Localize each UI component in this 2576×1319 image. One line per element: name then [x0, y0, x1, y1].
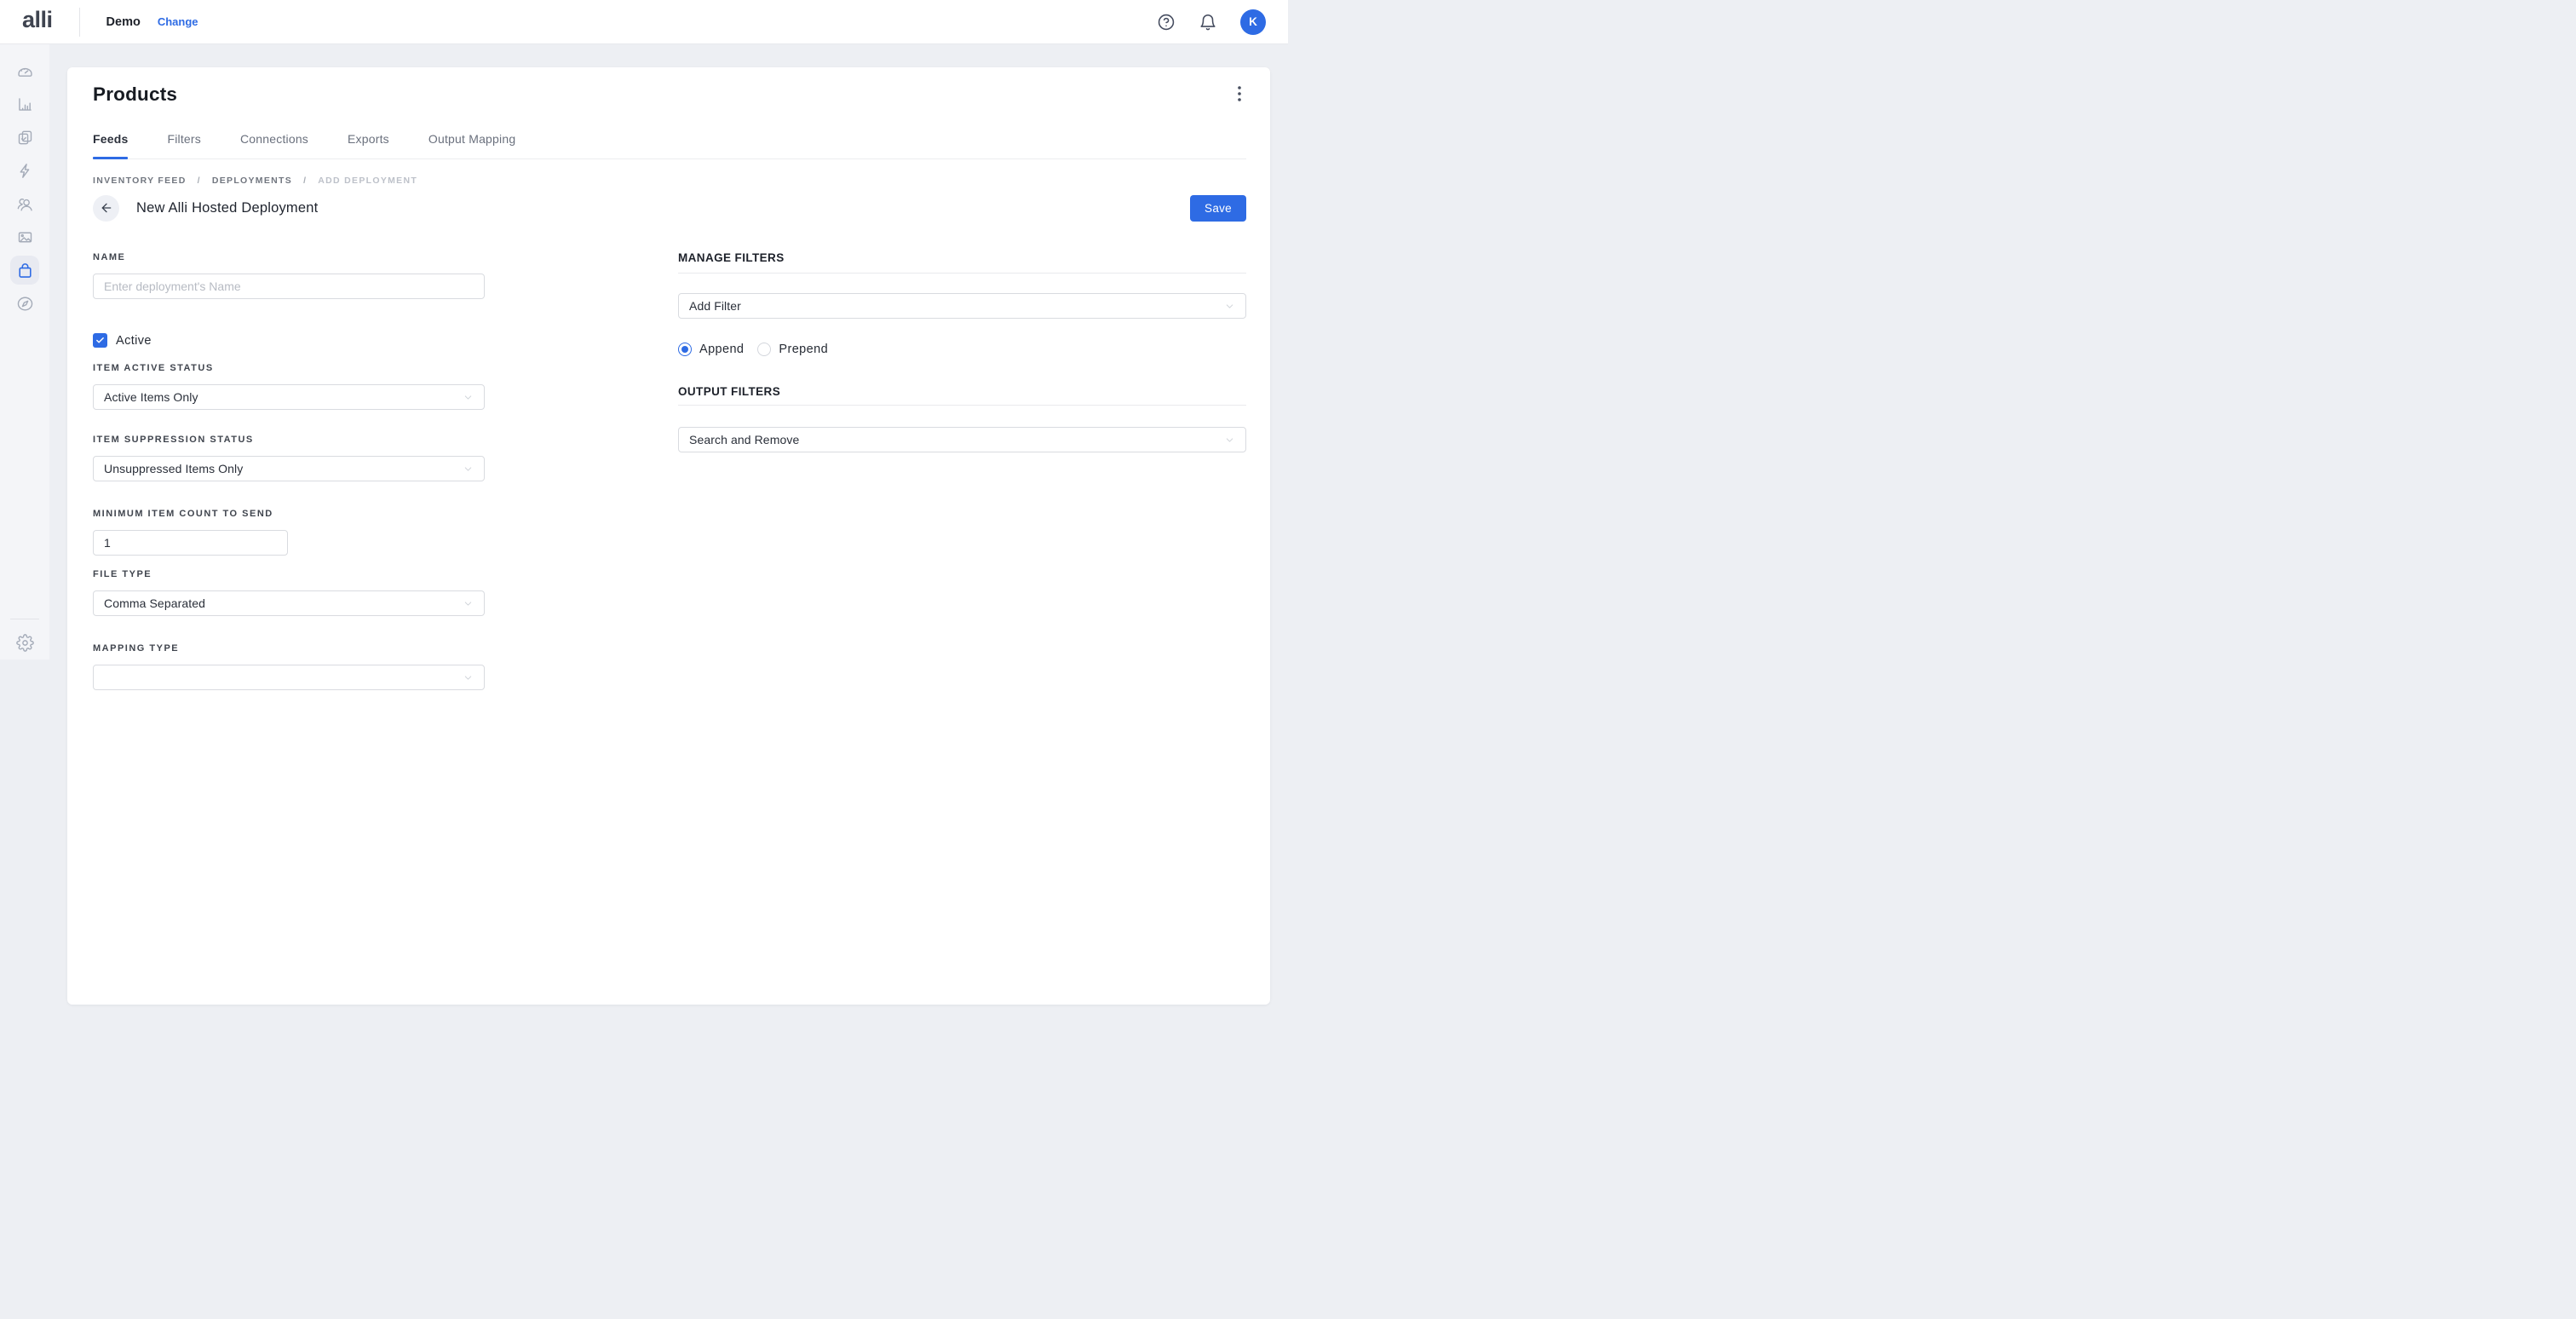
append-radio[interactable]	[678, 343, 692, 356]
sidebar-item-activation[interactable]	[10, 156, 39, 185]
user-avatar[interactable]: K	[1240, 9, 1266, 35]
active-checkbox-label: Active	[116, 333, 152, 348]
main-content: Products Feeds Filters Connections Expor…	[49, 44, 1288, 1005]
prepend-radio-group[interactable]: Prepend	[757, 343, 828, 356]
manage-filters-heading: MANAGE FILTERS	[678, 251, 785, 264]
deployment-name-input[interactable]	[93, 274, 485, 299]
tab-feeds[interactable]: Feeds	[93, 132, 129, 159]
chevron-down-icon	[1224, 301, 1235, 312]
chevron-down-icon	[1224, 435, 1235, 446]
mapping-type-select[interactable]	[93, 665, 485, 690]
minimum-item-count-label: MINIMUM ITEM COUNT TO SEND	[93, 509, 273, 519]
page-title: Products	[93, 84, 178, 105]
item-suppression-status-value: Unsuppressed Items Only	[104, 462, 244, 475]
active-checkbox[interactable]	[93, 333, 107, 348]
prepend-radio-label: Prepend	[779, 343, 829, 356]
sidebar-item-audiences[interactable]	[10, 189, 39, 218]
breadcrumb-separator: /	[197, 176, 201, 186]
sidebar-item-tasks[interactable]	[10, 123, 39, 152]
change-client-link[interactable]: Change	[157, 14, 198, 28]
prepend-radio[interactable]	[757, 343, 772, 356]
breadcrumb-inventory-feed[interactable]: INVENTORY FEED	[93, 176, 187, 186]
sidebar-item-explore[interactable]	[10, 289, 39, 318]
file-type-select[interactable]: Comma Separated	[93, 590, 485, 616]
add-filter-value: Add Filter	[689, 299, 741, 313]
breadcrumb-deployments[interactable]: DEPLOYMENTS	[211, 176, 293, 186]
item-suppression-status-select[interactable]: Unsuppressed Items Only	[93, 456, 485, 481]
sidebar-item-products[interactable]	[10, 256, 39, 285]
products-bag-icon	[16, 262, 34, 279]
chevron-down-icon	[463, 392, 474, 403]
item-suppression-status-label: ITEM SUPPRESSION STATUS	[93, 435, 254, 445]
products-card: Products Feeds Filters Connections Expor…	[67, 67, 1270, 1005]
dashboard-gauge-icon	[16, 62, 34, 80]
mapping-type-label: MAPPING TYPE	[93, 643, 180, 654]
breadcrumb-add-deployment: ADD DEPLOYMENT	[318, 176, 418, 186]
sidebar-bottom	[0, 619, 49, 657]
client-switcher: Demo Change	[106, 15, 198, 29]
tab-connections[interactable]: Connections	[239, 132, 309, 146]
file-type-value: Comma Separated	[104, 596, 206, 610]
active-checkbox-row[interactable]: Active	[93, 333, 485, 348]
section-divider	[678, 273, 1246, 274]
sidebar-item-settings[interactable]	[10, 628, 39, 657]
deployment-heading: New Alli Hosted Deployment	[136, 199, 319, 216]
topbar-divider	[78, 7, 80, 37]
tab-exports[interactable]: Exports	[348, 132, 389, 146]
output-filter-value: Search and Remove	[689, 433, 800, 446]
settings-gear-icon	[15, 633, 34, 652]
add-filter-select[interactable]: Add Filter	[678, 293, 1246, 319]
output-filter-select[interactable]: Search and Remove	[678, 427, 1246, 452]
creative-image-icon	[16, 228, 34, 246]
chevron-down-icon	[463, 464, 474, 475]
deployment-header: New Alli Hosted Deployment Save	[93, 194, 1246, 222]
chevron-down-icon	[463, 598, 474, 609]
item-active-status-select[interactable]: Active Items Only	[93, 384, 485, 410]
item-active-status-label: ITEM ACTIVE STATUS	[93, 363, 214, 373]
tab-filters[interactable]: Filters	[167, 132, 201, 146]
minimum-item-count-input[interactable]	[93, 530, 288, 556]
deployment-form: NAME Active ITEM ACTIVE STATUS Active It…	[93, 251, 485, 690]
explore-compass-icon	[16, 295, 34, 313]
notifications-bell-icon[interactable]	[1199, 13, 1217, 32]
sidebar-items	[10, 56, 39, 318]
item-active-status-value: Active Items Only	[104, 390, 198, 404]
save-button[interactable]: Save	[1190, 194, 1246, 222]
client-name: Demo	[106, 14, 141, 29]
alli-logo: alli	[22, 7, 53, 32]
breadcrumb: INVENTORY FEED / DEPLOYMENTS / ADD DEPLO…	[93, 176, 1246, 186]
name-label: NAME	[93, 252, 126, 262]
tab-output-mapping[interactable]: Output Mapping	[428, 132, 516, 146]
tab-bar: Feeds Filters Connections Exports Output…	[93, 132, 1246, 159]
topbar-actions: K	[1157, 9, 1266, 35]
section-divider	[678, 405, 1246, 406]
check-icon	[95, 336, 105, 345]
breadcrumb-separator: /	[303, 176, 308, 186]
append-radio-label: Append	[699, 343, 745, 356]
sidebar-nav	[0, 44, 49, 660]
analytics-bar-chart-icon	[16, 95, 34, 113]
output-filters-heading: OUTPUT FILTERS	[678, 385, 781, 398]
file-type-label: FILE TYPE	[93, 569, 152, 579]
sidebar-item-creative[interactable]	[10, 222, 39, 251]
lightning-bolt-icon	[16, 162, 34, 180]
append-radio-group[interactable]: Append	[678, 343, 744, 356]
kebab-menu-icon[interactable]	[1233, 83, 1246, 105]
audiences-users-icon	[16, 195, 34, 213]
help-icon[interactable]	[1157, 13, 1176, 32]
sidebar-item-dashboard[interactable]	[10, 56, 39, 85]
sidebar-item-analytics[interactable]	[10, 89, 39, 118]
back-button[interactable]	[93, 194, 119, 222]
filters-panel: MANAGE FILTERS Add Filter Append	[678, 251, 1246, 452]
top-bar: alli Demo Change K	[0, 0, 1288, 44]
arrow-left-icon	[100, 201, 113, 215]
chevron-down-icon	[463, 672, 474, 683]
tasks-clipboard-check-icon	[16, 129, 34, 147]
filter-mode-radios: Append Prepend	[678, 343, 1246, 356]
